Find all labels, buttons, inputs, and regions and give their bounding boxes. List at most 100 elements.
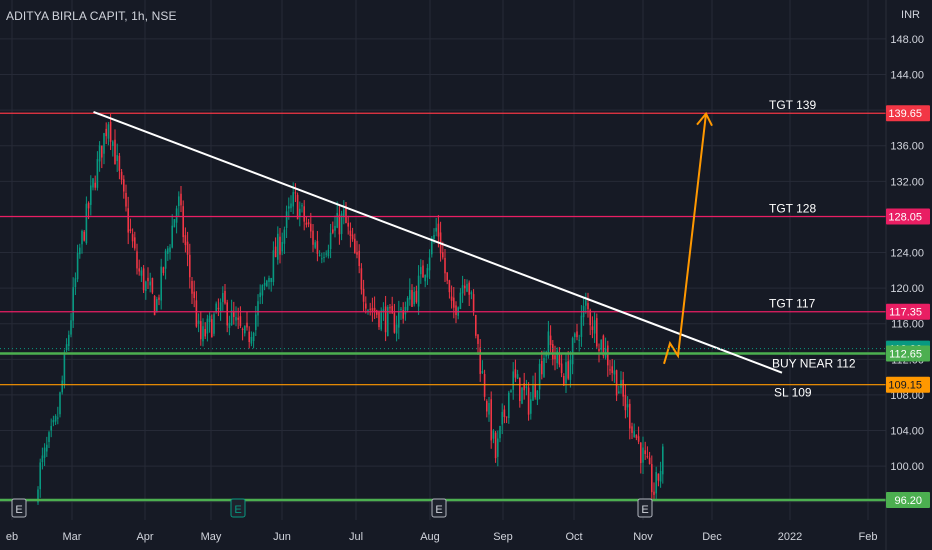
candle [239,306,242,329]
candle [303,200,305,231]
candle [266,279,268,288]
candle-body [109,121,112,142]
candle [169,244,171,260]
candle-body [455,305,457,315]
candle [633,423,635,438]
candle [444,249,446,282]
candle-body [490,399,492,441]
candle-body [103,133,105,154]
y-tick-label: 124.00 [890,248,924,260]
candle-body [94,182,96,188]
candle [435,217,437,237]
candle [70,313,72,338]
candle-body [189,254,191,278]
price-tag-bg [886,491,930,508]
candle-body [351,234,354,240]
candle [354,233,356,254]
candle-body [158,297,160,300]
candle [618,385,620,394]
candle [549,325,552,353]
candle-body [505,416,508,418]
candle [65,338,68,353]
candle [505,416,508,424]
candle-body [160,266,162,301]
candle-body [569,360,572,380]
price-tag-text: 128.05 [888,211,922,223]
candle [648,451,651,465]
price-tag-bg [886,303,930,320]
candle [521,387,523,405]
candle-body [657,473,660,481]
price-tag-text: 139.65 [888,108,922,120]
candle-body [607,345,609,366]
candle [336,201,338,229]
candle-body [558,353,561,365]
candle-body [611,366,613,374]
candle [657,473,660,487]
candle-body [543,357,545,377]
candle-body [63,353,66,385]
candle [235,306,237,327]
candle [494,431,497,463]
candle [219,298,222,321]
candle-body [514,369,517,378]
x-tick-label: Jul [349,531,363,543]
candle-body [213,314,215,334]
candle [596,313,598,349]
candle-body [450,296,453,301]
price-levels: TGT 139 TGT 128 TGT 117 BUY NEAR 112 SL 109 [0,98,886,502]
candle [156,296,158,313]
candle-body [609,369,611,371]
candle [486,399,488,418]
candle [461,275,464,303]
candle [208,312,211,333]
candle-body [624,394,627,411]
candle [571,336,574,375]
candle-body [488,402,490,415]
candle-body [384,306,387,333]
candle [310,212,312,239]
candle [369,302,371,316]
candle-body [382,309,385,313]
candle [345,201,347,224]
candle-body [354,238,356,254]
price-tag-bg [886,345,930,362]
y-tick-label: 144.00 [890,70,924,82]
candle [272,241,275,286]
candle [611,359,613,382]
candle [428,249,431,280]
candle-body [151,278,154,293]
candle-body [171,225,173,248]
candle-body [288,206,290,209]
price-tag-text: 112.65 [889,349,922,361]
candle [488,397,490,422]
x-tick-label: Mar [63,531,82,543]
candle [329,223,332,259]
candle-body [92,178,94,188]
candle [255,306,257,337]
candle [76,244,79,283]
x-tick-label: Jun [273,531,291,543]
candle [538,359,541,400]
candle-body [250,336,253,344]
candle [211,314,213,338]
candle [448,279,451,299]
candle [162,266,165,276]
earnings-badge [431,498,447,518]
candle-body [435,227,437,232]
candle [283,226,286,255]
candle [68,330,70,351]
candle [578,334,580,352]
x-axis-band [0,524,886,550]
candle [246,311,248,331]
price-tag-bg [886,105,930,122]
candle [631,422,633,440]
candle-body [310,223,312,232]
candle [512,362,514,400]
candle [349,222,352,248]
candle-body [325,253,327,255]
candle [499,425,501,443]
candle [514,359,517,383]
price-tag: 112.65 [886,345,930,362]
